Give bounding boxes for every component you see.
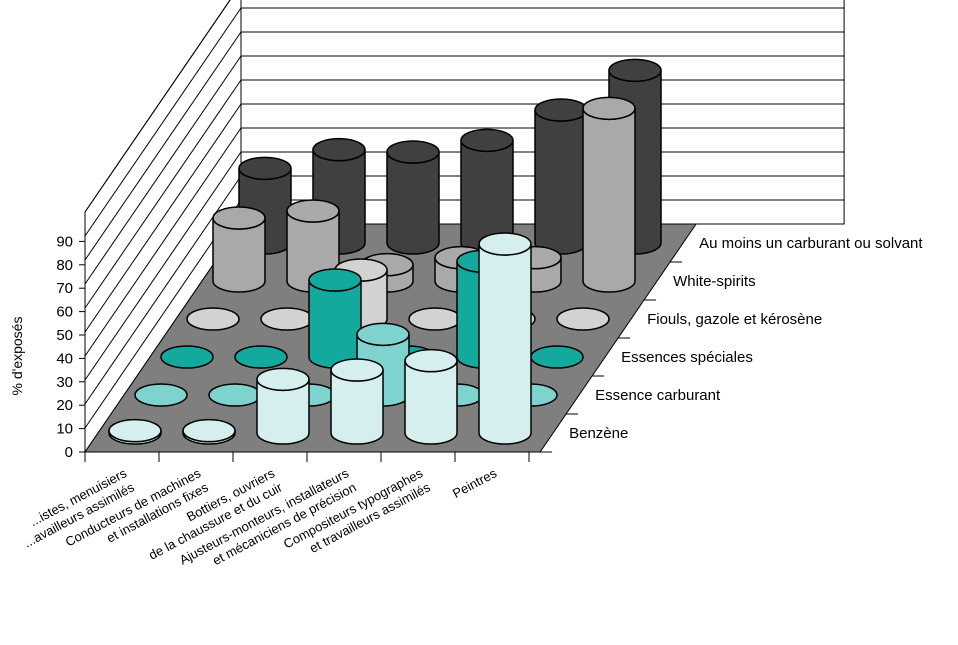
- cylinder: [134, 383, 188, 407]
- grid-line-side: [84, 127, 242, 357]
- cylinder: [534, 98, 588, 255]
- cylinder: [234, 345, 288, 369]
- series-labels: Benzène Essence carburant Essences spécial…: [569, 235, 923, 442]
- cylinder-top: [108, 418, 162, 443]
- cylinder: [160, 345, 214, 369]
- cylinder: [186, 307, 240, 331]
- grid-line-side: [84, 7, 242, 237]
- cylinder-top: [238, 156, 292, 181]
- grid-line-side: [84, 31, 242, 261]
- y-axis: 0 10 20 30 40 50 60 70 80 90: [56, 233, 85, 461]
- series-label: White-spirits: [673, 273, 756, 290]
- cylinder-top: [460, 128, 514, 153]
- cylinder: [556, 307, 610, 331]
- cylinder-top: [534, 98, 588, 122]
- cylinder-top: [478, 232, 532, 256]
- cylinder-top: [312, 137, 366, 162]
- cylinder-top: [530, 345, 584, 369]
- grid-line-side: [84, 0, 231, 213]
- cylinder-top: [556, 307, 610, 331]
- cylinder: [256, 367, 310, 445]
- category-label: Peintres: [450, 465, 500, 501]
- cylinder: [208, 383, 262, 407]
- series-label: Fiouls, gazole et kérosène: [647, 311, 822, 328]
- cylinder-top: [182, 418, 236, 443]
- grid-line-side: [84, 103, 242, 333]
- cylinder: [404, 348, 458, 445]
- y-tick-label: 20: [56, 397, 73, 414]
- cylinder: [530, 345, 584, 369]
- grid-line-side: [84, 55, 242, 285]
- y-tick-label: 10: [56, 421, 73, 438]
- cylinder-top: [212, 206, 266, 230]
- y-tick-label: 80: [56, 257, 73, 274]
- cylinder: [330, 358, 384, 445]
- cylinder-body: [534, 109, 588, 255]
- y-tick-label: 50: [56, 327, 73, 344]
- cylinder-top: [308, 268, 362, 292]
- cylinder-top: [582, 96, 636, 121]
- cylinder-top: [408, 307, 462, 331]
- category-labels: ...istes, menuisiers...availleurs assimi…: [21, 465, 500, 568]
- y-tick-label: 0: [65, 444, 73, 461]
- y-tick-label: 30: [56, 374, 73, 391]
- y-tick-label: 90: [56, 233, 73, 250]
- grid-line-side: [84, 151, 242, 381]
- cylinder-body: [478, 243, 532, 445]
- cylinder-top: [134, 383, 188, 407]
- cylinder: [478, 232, 532, 445]
- cylinder-body: [404, 360, 458, 445]
- grid-line-side: [84, 79, 242, 309]
- series-label: Essences spéciales: [621, 349, 753, 366]
- cylinder-top: [356, 322, 410, 347]
- cylinder-top: [186, 307, 240, 331]
- cylinder-top: [386, 140, 440, 164]
- cylinder-body: [386, 151, 440, 255]
- category-label-line: Peintres: [450, 465, 500, 501]
- chart-marks: [108, 58, 662, 445]
- cylinder-top: [260, 307, 314, 331]
- cylinder: [460, 128, 514, 255]
- cylinder-top: [404, 348, 458, 373]
- series-label: Au moins un carburant ou solvant: [699, 235, 923, 252]
- y-axis-title: % d'exposés: [9, 317, 25, 396]
- cylinder: [386, 140, 440, 255]
- cylinder-top: [256, 367, 310, 392]
- cylinder-top: [208, 383, 262, 407]
- cylinder-top: [286, 199, 340, 223]
- cylinder-top: [608, 58, 662, 83]
- cylinder: [212, 206, 266, 293]
- cylinder-body: [582, 108, 636, 293]
- series-label: Benzène: [569, 425, 628, 442]
- y-tick-label: 70: [56, 280, 73, 297]
- cylinder: [582, 96, 636, 293]
- cylinder: [108, 418, 162, 445]
- y-tick-label: 40: [56, 350, 73, 367]
- cylinder-top: [234, 345, 288, 369]
- y-tick-label: 60: [56, 304, 73, 321]
- series-label: Essence carburant: [595, 387, 721, 404]
- cylinder: [308, 268, 362, 369]
- cylinder: [408, 307, 462, 331]
- cylinder: [260, 307, 314, 331]
- cylinder-body: [308, 279, 362, 369]
- cylinder-top: [330, 358, 384, 382]
- cylinder: [182, 418, 236, 445]
- cylinder-top: [160, 345, 214, 369]
